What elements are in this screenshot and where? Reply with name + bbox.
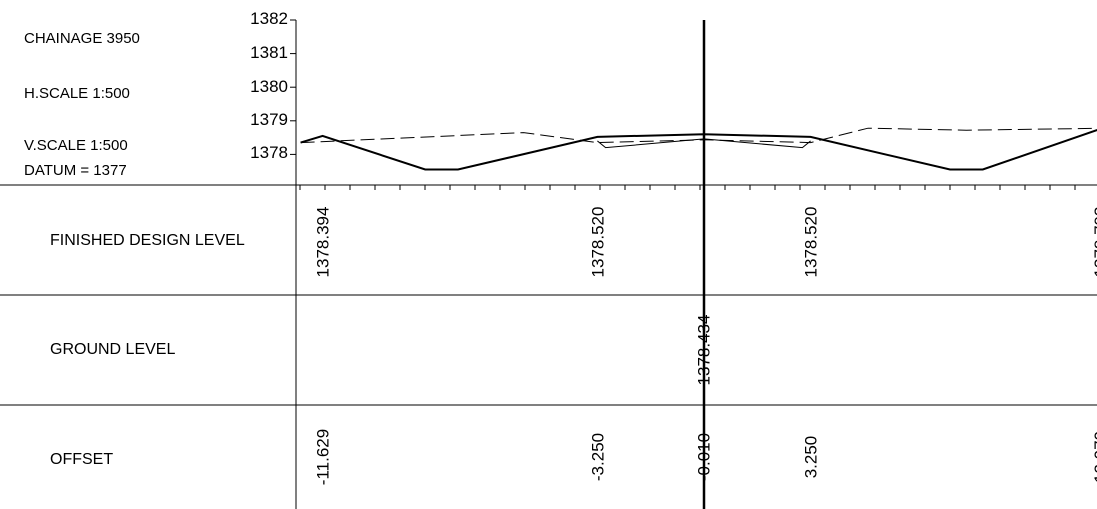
ground-level-value: 1378.434 — [695, 315, 714, 386]
chainage-label: CHAINAGE 3950 — [24, 30, 140, 47]
x-axis-ticks — [299, 185, 1076, 190]
h-scale-label: H.SCALE 1:500 — [24, 85, 130, 102]
offset-value: 3.250 — [802, 436, 821, 479]
y-tick-label: 1378 — [250, 143, 288, 162]
pavement-layer-line — [597, 138, 811, 149]
row-label-finished-design-level: FINISHED DESIGN LEVEL — [50, 232, 245, 249]
offset-values: -11.629 -3.250 -0.010 3.250 12.070 — [314, 429, 1097, 485]
finished-design-level-values: 1378.394 1378.520 1378.520 1378.793 — [314, 207, 1097, 278]
y-axis-ticks — [290, 19, 296, 155]
datum-label: DATUM = 1377 — [24, 162, 127, 179]
offset-value: 12.070 — [1091, 431, 1097, 483]
y-tick-label: 1381 — [250, 43, 288, 62]
chart-frame — [0, 20, 1097, 509]
offset-value: -11.629 — [314, 429, 333, 485]
row-label-offset: OFFSET — [50, 451, 114, 468]
finished-design-level-value: 1378.520 — [802, 207, 821, 278]
series-line — [300, 129, 1097, 171]
ground-level-values: 1378.434 — [695, 315, 714, 386]
y-tick-label: 1382 — [250, 9, 288, 28]
offset-value: -0.010 — [695, 433, 714, 481]
v-scale-label: V.SCALE 1:500 — [24, 137, 128, 154]
y-tick-label: 1380 — [250, 77, 288, 96]
series-line — [300, 127, 1097, 144]
finished-design-level-value: 1378.394 — [314, 207, 333, 278]
offset-value: -3.250 — [588, 433, 607, 481]
series-lines — [300, 127, 1097, 171]
y-tick-label: 1379 — [250, 110, 288, 129]
finished-design-level-value: 1378.520 — [588, 207, 607, 278]
finished-design-level-value: 1378.793 — [1091, 207, 1097, 278]
row-label-ground-level: GROUND LEVEL — [50, 341, 176, 358]
